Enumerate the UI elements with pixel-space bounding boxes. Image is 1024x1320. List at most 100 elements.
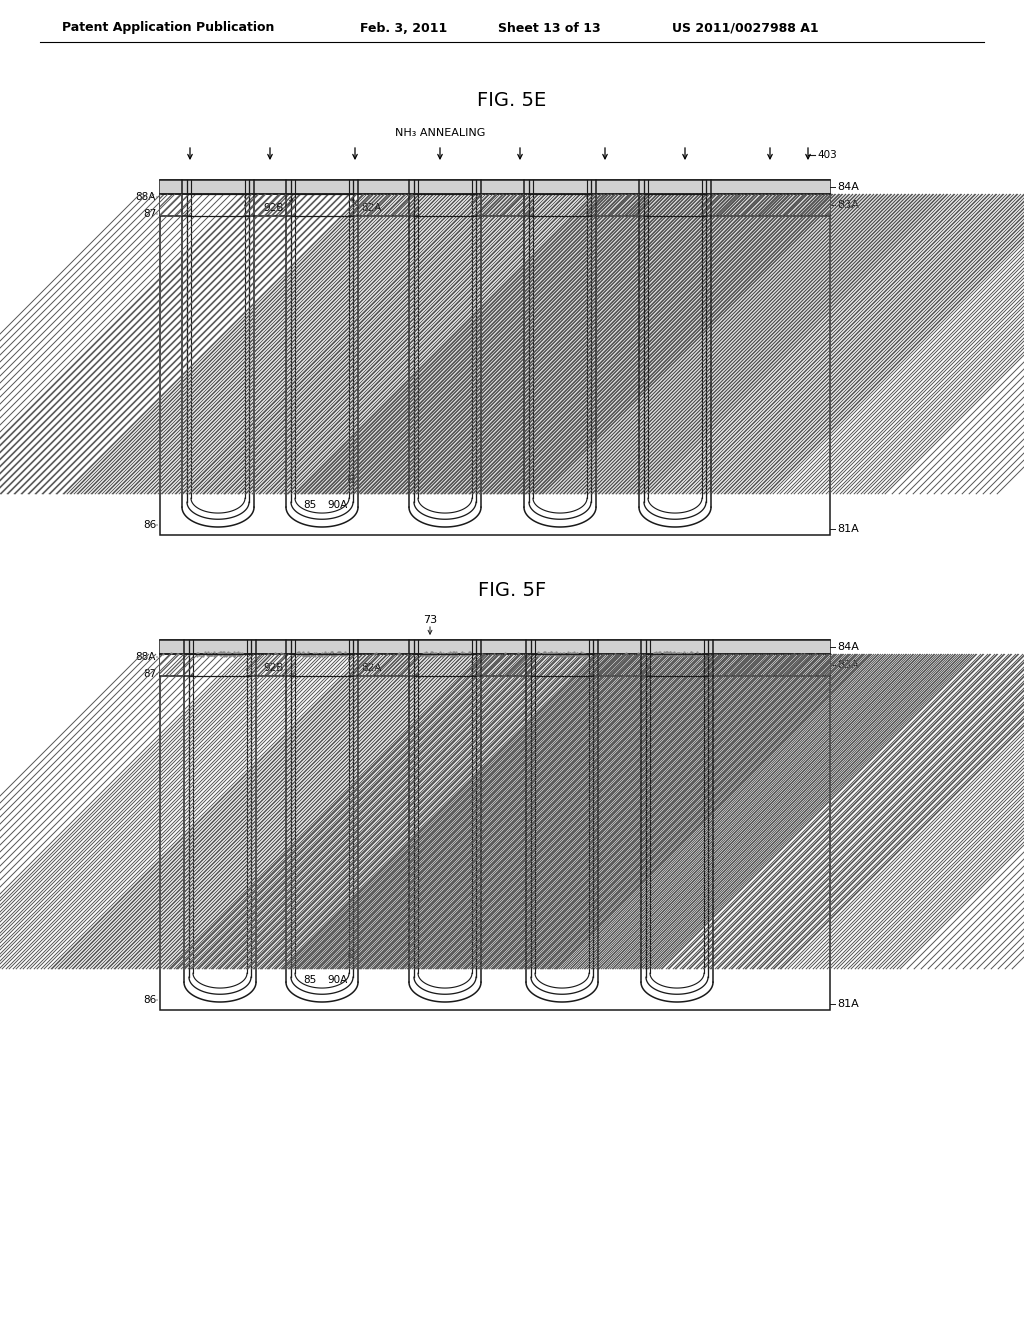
Text: 86: 86: [142, 520, 156, 531]
Point: [418, 642, 434, 663]
Point: [201, 644, 217, 665]
Point: [456, 643, 472, 664]
Point: [223, 644, 240, 665]
Point: [546, 643, 562, 664]
Point: [301, 645, 317, 667]
Point: [571, 644, 588, 665]
Point: [324, 645, 340, 667]
Point: [567, 644, 584, 665]
Point: [272, 643, 289, 664]
Point: [435, 643, 452, 664]
Point: [474, 644, 490, 665]
Point: [455, 644, 471, 665]
Point: [225, 643, 242, 664]
Point: [275, 643, 292, 664]
Point: [560, 645, 577, 667]
Text: 84A: 84A: [837, 642, 859, 652]
Point: [659, 642, 676, 663]
Point: [417, 644, 433, 665]
Point: [332, 643, 348, 664]
Point: [541, 643, 557, 664]
Point: [323, 642, 339, 663]
Point: [289, 643, 305, 664]
Point: [655, 644, 672, 665]
Point: [222, 645, 239, 667]
Point: [785, 643, 802, 664]
Text: NH₃ ANNEALING: NH₃ ANNEALING: [395, 128, 485, 139]
Point: [317, 642, 334, 663]
Point: [191, 644, 208, 665]
Point: [306, 643, 323, 664]
Point: [656, 642, 673, 663]
Text: 89: 89: [342, 950, 355, 960]
Point: [211, 642, 227, 663]
Point: [231, 643, 248, 664]
Point: [444, 642, 461, 663]
Text: 81A: 81A: [837, 999, 859, 1008]
Point: [573, 644, 590, 665]
Point: [434, 643, 451, 664]
Point: [427, 643, 443, 664]
Point: [577, 643, 593, 664]
Point: [662, 643, 678, 664]
Point: [685, 643, 701, 664]
Point: [572, 645, 589, 667]
Point: [548, 642, 564, 663]
Point: [225, 645, 242, 667]
Point: [222, 644, 239, 665]
Point: [213, 643, 229, 664]
Point: [493, 644, 509, 665]
Text: FIG. 5E: FIG. 5E: [477, 91, 547, 110]
Point: [200, 644, 216, 665]
Point: [688, 645, 705, 667]
Point: [579, 645, 595, 667]
Point: [432, 642, 449, 663]
Point: [290, 644, 306, 665]
Point: [390, 643, 407, 664]
Point: [291, 644, 307, 665]
Point: [543, 642, 559, 663]
Point: [660, 642, 677, 663]
Point: [530, 643, 547, 664]
Point: [445, 643, 462, 664]
Point: [647, 645, 664, 667]
Point: [651, 644, 668, 665]
Point: [215, 643, 231, 664]
Point: [220, 643, 237, 664]
Bar: [296, 653, 348, 969]
Point: [318, 644, 335, 665]
Point: [539, 644, 555, 665]
Point: [691, 644, 708, 665]
Point: [664, 643, 680, 664]
Point: [421, 643, 437, 664]
Text: 86: 86: [142, 995, 156, 1005]
Point: [793, 644, 809, 665]
Point: [667, 644, 683, 665]
Point: [418, 643, 434, 664]
Point: [326, 645, 342, 667]
Point: [216, 642, 232, 663]
Point: [201, 642, 217, 663]
Point: [579, 645, 595, 667]
Point: [565, 643, 582, 664]
Point: [294, 643, 310, 664]
Point: [424, 643, 440, 664]
Point: [293, 643, 309, 664]
Point: [692, 643, 709, 664]
Point: [676, 645, 692, 667]
Point: [685, 643, 701, 664]
Point: [453, 645, 469, 667]
Text: FIG. 5F: FIG. 5F: [478, 581, 546, 599]
Point: [312, 644, 329, 665]
Point: [310, 645, 327, 667]
Point: [543, 642, 559, 663]
Point: [461, 642, 477, 663]
Point: [225, 645, 242, 667]
Point: [234, 643, 251, 664]
Point: [652, 645, 669, 667]
Point: [378, 644, 394, 665]
Point: [669, 643, 685, 664]
Point: [314, 645, 331, 667]
Point: [226, 642, 243, 663]
Point: [536, 642, 552, 663]
